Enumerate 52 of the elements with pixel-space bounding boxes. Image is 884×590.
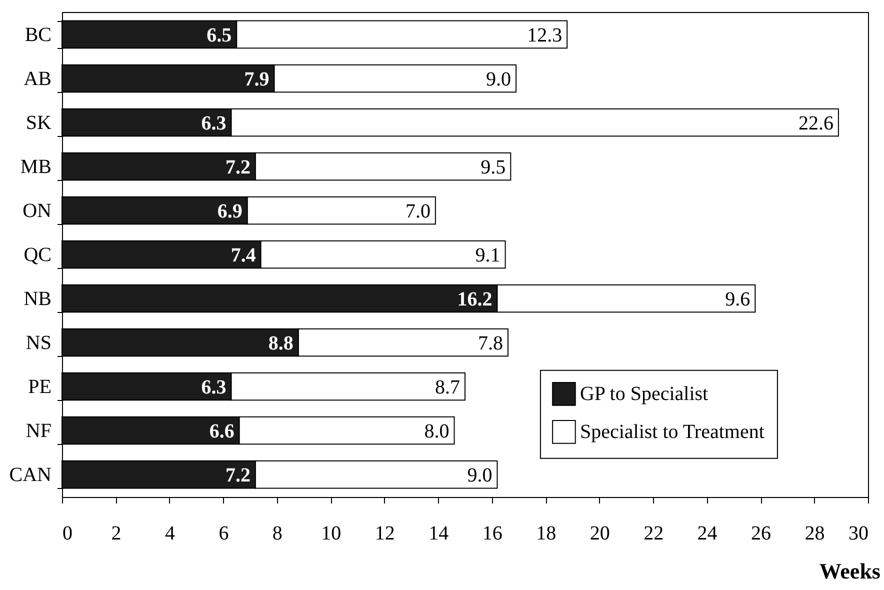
legend-label: GP to Specialist (580, 382, 709, 405)
data-label: 7.4 (230, 244, 256, 266)
data-label: 8.7 (435, 376, 460, 399)
y-tick-label: AB (24, 68, 52, 90)
y-tick-label: MB (20, 156, 52, 178)
data-label: 7.0 (405, 200, 430, 222)
x-tick-label: 10 (321, 522, 342, 544)
y-tick-label: QC (24, 244, 52, 266)
x-tick-label: 28 (804, 522, 825, 544)
x-tick-label: 14 (428, 522, 449, 544)
data-label: 16.2 (457, 288, 492, 311)
x-tick-label: 12 (374, 522, 395, 544)
x-tick-label: 26 (751, 522, 772, 544)
data-label: 6.9 (217, 200, 242, 222)
y-tick-label: SK (26, 112, 52, 134)
x-tick-label: 4 (164, 522, 175, 544)
y-tick-label: ON (22, 200, 52, 222)
x-tick-label: 16 (482, 522, 502, 544)
data-label: 7.8 (478, 332, 503, 355)
data-label: 9.6 (725, 288, 750, 311)
y-tick-label: NS (26, 332, 52, 354)
data-label: 12.3 (527, 24, 562, 46)
x-axis-title: Weeks (819, 558, 881, 584)
y-tick-label: NB (24, 288, 52, 310)
x-tick-label: 8 (272, 522, 282, 544)
x-tick-label: 24 (697, 522, 718, 544)
data-label: 6.5 (206, 24, 232, 46)
data-label: 8.0 (424, 420, 450, 443)
x-tick-label: 30 (848, 522, 868, 544)
data-label: 6.3 (201, 112, 226, 134)
data-label: 9.0 (486, 68, 512, 90)
data-label: 7.2 (225, 464, 250, 487)
data-label: 9.0 (467, 464, 492, 487)
data-label: 9.1 (475, 244, 500, 266)
y-tick-label: BC (24, 24, 52, 46)
legend-label: Specialist to Treatment (580, 420, 765, 443)
x-tick-label: 20 (590, 522, 610, 544)
y-tick-label: PE (28, 376, 52, 398)
data-label: 22.6 (798, 112, 834, 134)
data-label: 6.3 (201, 376, 226, 399)
x-tick-label: 2 (111, 522, 122, 544)
data-label: 6.6 (209, 420, 234, 443)
x-tick-label: 6 (218, 522, 229, 544)
y-tick-label: CAN (9, 464, 52, 486)
x-tick-label: 22 (644, 522, 664, 544)
data-label: 9.5 (480, 156, 506, 178)
data-label: 7.2 (225, 156, 250, 178)
x-tick-label: 0 (62, 522, 72, 544)
data-label: 7.9 (244, 68, 270, 90)
y-tick-label: NF (26, 420, 52, 442)
data-label: 8.8 (268, 332, 294, 355)
x-tick-label: 18 (536, 522, 556, 544)
